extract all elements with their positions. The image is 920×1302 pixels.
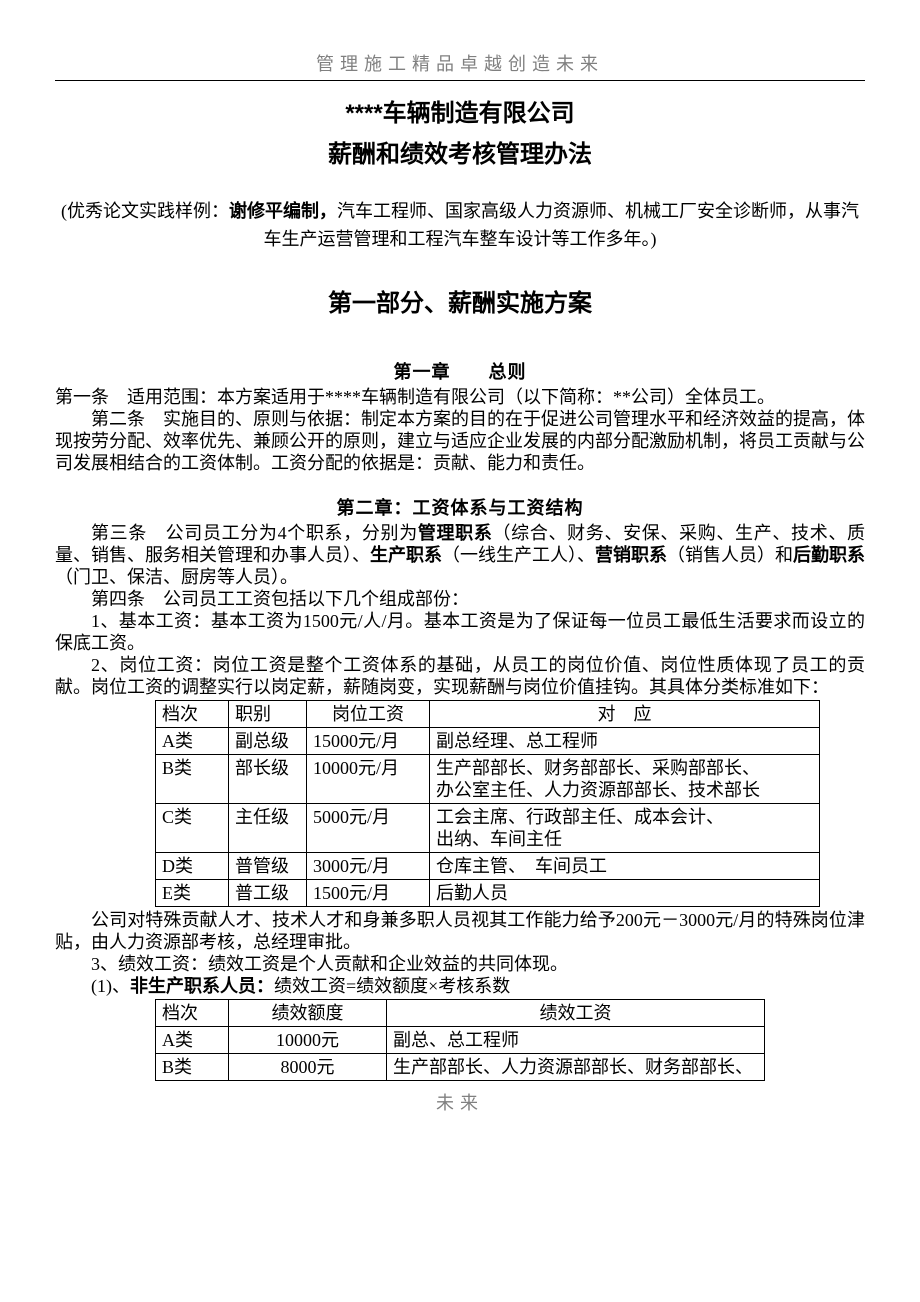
a3-m3: （销售人员）和	[667, 545, 793, 565]
td: 部长级	[229, 755, 307, 804]
doc-title-company: ****车辆制造有限公司	[55, 93, 865, 128]
td: D类	[156, 853, 229, 880]
article-4: 第四条 公司员工工资包括以下几个组成部份：	[55, 588, 865, 610]
table-row: A类 副总级 15000元/月 副总经理、总工程师	[156, 728, 820, 755]
th-position: 对 应	[430, 701, 820, 728]
td: 5000元/月	[307, 804, 430, 853]
table-row: B类 8000元 生产部部长、人力资源部部长、财务部部长、	[156, 1054, 765, 1081]
th-rank: 职别	[229, 701, 307, 728]
td: 10000元	[229, 1027, 387, 1054]
author-body: 汽车工程师、国家高级人力资源师、机械工厂安全诊断师，从事汽车生产运营管理和工程汽…	[264, 201, 860, 249]
td: 普管级	[229, 853, 307, 880]
td: C类	[156, 804, 229, 853]
a3-b1: 管理职系	[418, 523, 493, 543]
td: 3000元/月	[307, 853, 430, 880]
chapter2-title: 第二章：工资体系与工资结构	[55, 494, 865, 520]
doc-title-method: 薪酬和绩效考核管理办法	[55, 134, 865, 169]
td: A类	[156, 1027, 229, 1054]
sub31-post: 绩效工资=绩效额度×考核系数	[274, 976, 510, 996]
td: B类	[156, 755, 229, 804]
table-row: E类 普工级 1500元/月 后勤人员	[156, 880, 820, 907]
td: 15000元/月	[307, 728, 430, 755]
item-3: 3、绩效工资：绩效工资是个人贡献和企业效益的共同体现。	[55, 953, 865, 975]
after-table1: 公司对特殊贡献人才、技术人才和身兼多职人员视其工作能力给予200元－3000元/…	[55, 909, 865, 953]
td: 副总级	[229, 728, 307, 755]
table-row: A类 10000元 副总、总工程师	[156, 1027, 765, 1054]
a3-m2: （一线生产工人）、	[442, 545, 595, 565]
page-header: 管理施工精品卓越创造未来	[55, 50, 865, 76]
author-prefix: (优秀论文实践样例：	[61, 201, 229, 221]
th-level: 档次	[156, 701, 229, 728]
td: 后勤人员	[430, 880, 820, 907]
part1-title: 第一部分、薪酬实施方案	[55, 283, 865, 318]
td: 普工级	[229, 880, 307, 907]
td: 仓库主管、 车间员工	[430, 853, 820, 880]
author-name: 谢修平编制，	[229, 201, 337, 221]
th-salary: 岗位工资	[307, 701, 430, 728]
table-row: D类 普管级 3000元/月 仓库主管、 车间员工	[156, 853, 820, 880]
th-perf: 绩效工资	[387, 1000, 765, 1027]
a3-pre: 第三条 公司员工分为4个职系，分别为	[91, 523, 418, 543]
table-row: 档次 绩效额度 绩效工资	[156, 1000, 765, 1027]
article-1: 第一条 适用范围：本方案适用于****车辆制造有限公司（以下简称：**公司）全体…	[55, 386, 865, 408]
table-row: B类 部长级 10000元/月 生产部部长、财务部部长、采购部部长、办公室主任、…	[156, 755, 820, 804]
td: 8000元	[229, 1054, 387, 1081]
sub-3-1: (1)、非生产职系人员：绩效工资=绩效额度×考核系数	[55, 975, 865, 997]
td: 生产部部长、财务部部长、采购部部长、办公室主任、人力资源部部长、技术部长	[430, 755, 820, 804]
a3-b4: 后勤职系	[793, 545, 865, 565]
td: 工会主席、行政部主任、成本会计、出纳、车间主任	[430, 804, 820, 853]
td: 10000元/月	[307, 755, 430, 804]
page-footer: 未来	[55, 1089, 865, 1115]
th-quota: 绩效额度	[229, 1000, 387, 1027]
td: 生产部部长、人力资源部部长、财务部部长、	[387, 1054, 765, 1081]
item-1: 1、基本工资：基本工资为1500元/人/月。基本工资是为了保证每一位员工最低生活…	[55, 610, 865, 654]
author-note: (优秀论文实践样例：谢修平编制，汽车工程师、国家高级人力资源师、机械工厂安全诊断…	[55, 197, 865, 253]
td: 1500元/月	[307, 880, 430, 907]
a3-m4: （门卫、保洁、厨房等人员）。	[55, 567, 298, 587]
salary-table: 档次 职别 岗位工资 对 应 A类 副总级 15000元/月 副总经理、总工程师…	[155, 700, 820, 907]
td: E类	[156, 880, 229, 907]
header-divider	[55, 80, 865, 81]
article-3: 第三条 公司员工分为4个职系，分别为管理职系（综合、财务、安保、采购、生产、技术…	[55, 522, 865, 588]
td: 副总经理、总工程师	[430, 728, 820, 755]
item-2: 2、岗位工资：岗位工资是整个工资体系的基础，从员工的岗位价值、岗位性质体现了员工…	[55, 654, 865, 698]
sub31-b: 非生产职系人员：	[130, 976, 274, 996]
performance-table: 档次 绩效额度 绩效工资 A类 10000元 副总、总工程师 B类 8000元 …	[155, 999, 765, 1081]
article-2: 第二条 实施目的、原则与依据：制定本方案的目的在于促进公司管理水平和经济效益的提…	[55, 408, 865, 474]
td: 副总、总工程师	[387, 1027, 765, 1054]
table-row: 档次 职别 岗位工资 对 应	[156, 701, 820, 728]
sub31-pre: (1)、	[91, 976, 130, 996]
a3-b3: 营销职系	[595, 545, 667, 565]
th-level: 档次	[156, 1000, 229, 1027]
td: 主任级	[229, 804, 307, 853]
td: A类	[156, 728, 229, 755]
table-row: C类 主任级 5000元/月 工会主席、行政部主任、成本会计、出纳、车间主任	[156, 804, 820, 853]
chapter1-title: 第一章 总则	[55, 358, 865, 384]
td: B类	[156, 1054, 229, 1081]
a3-b2: 生产职系	[370, 545, 442, 565]
